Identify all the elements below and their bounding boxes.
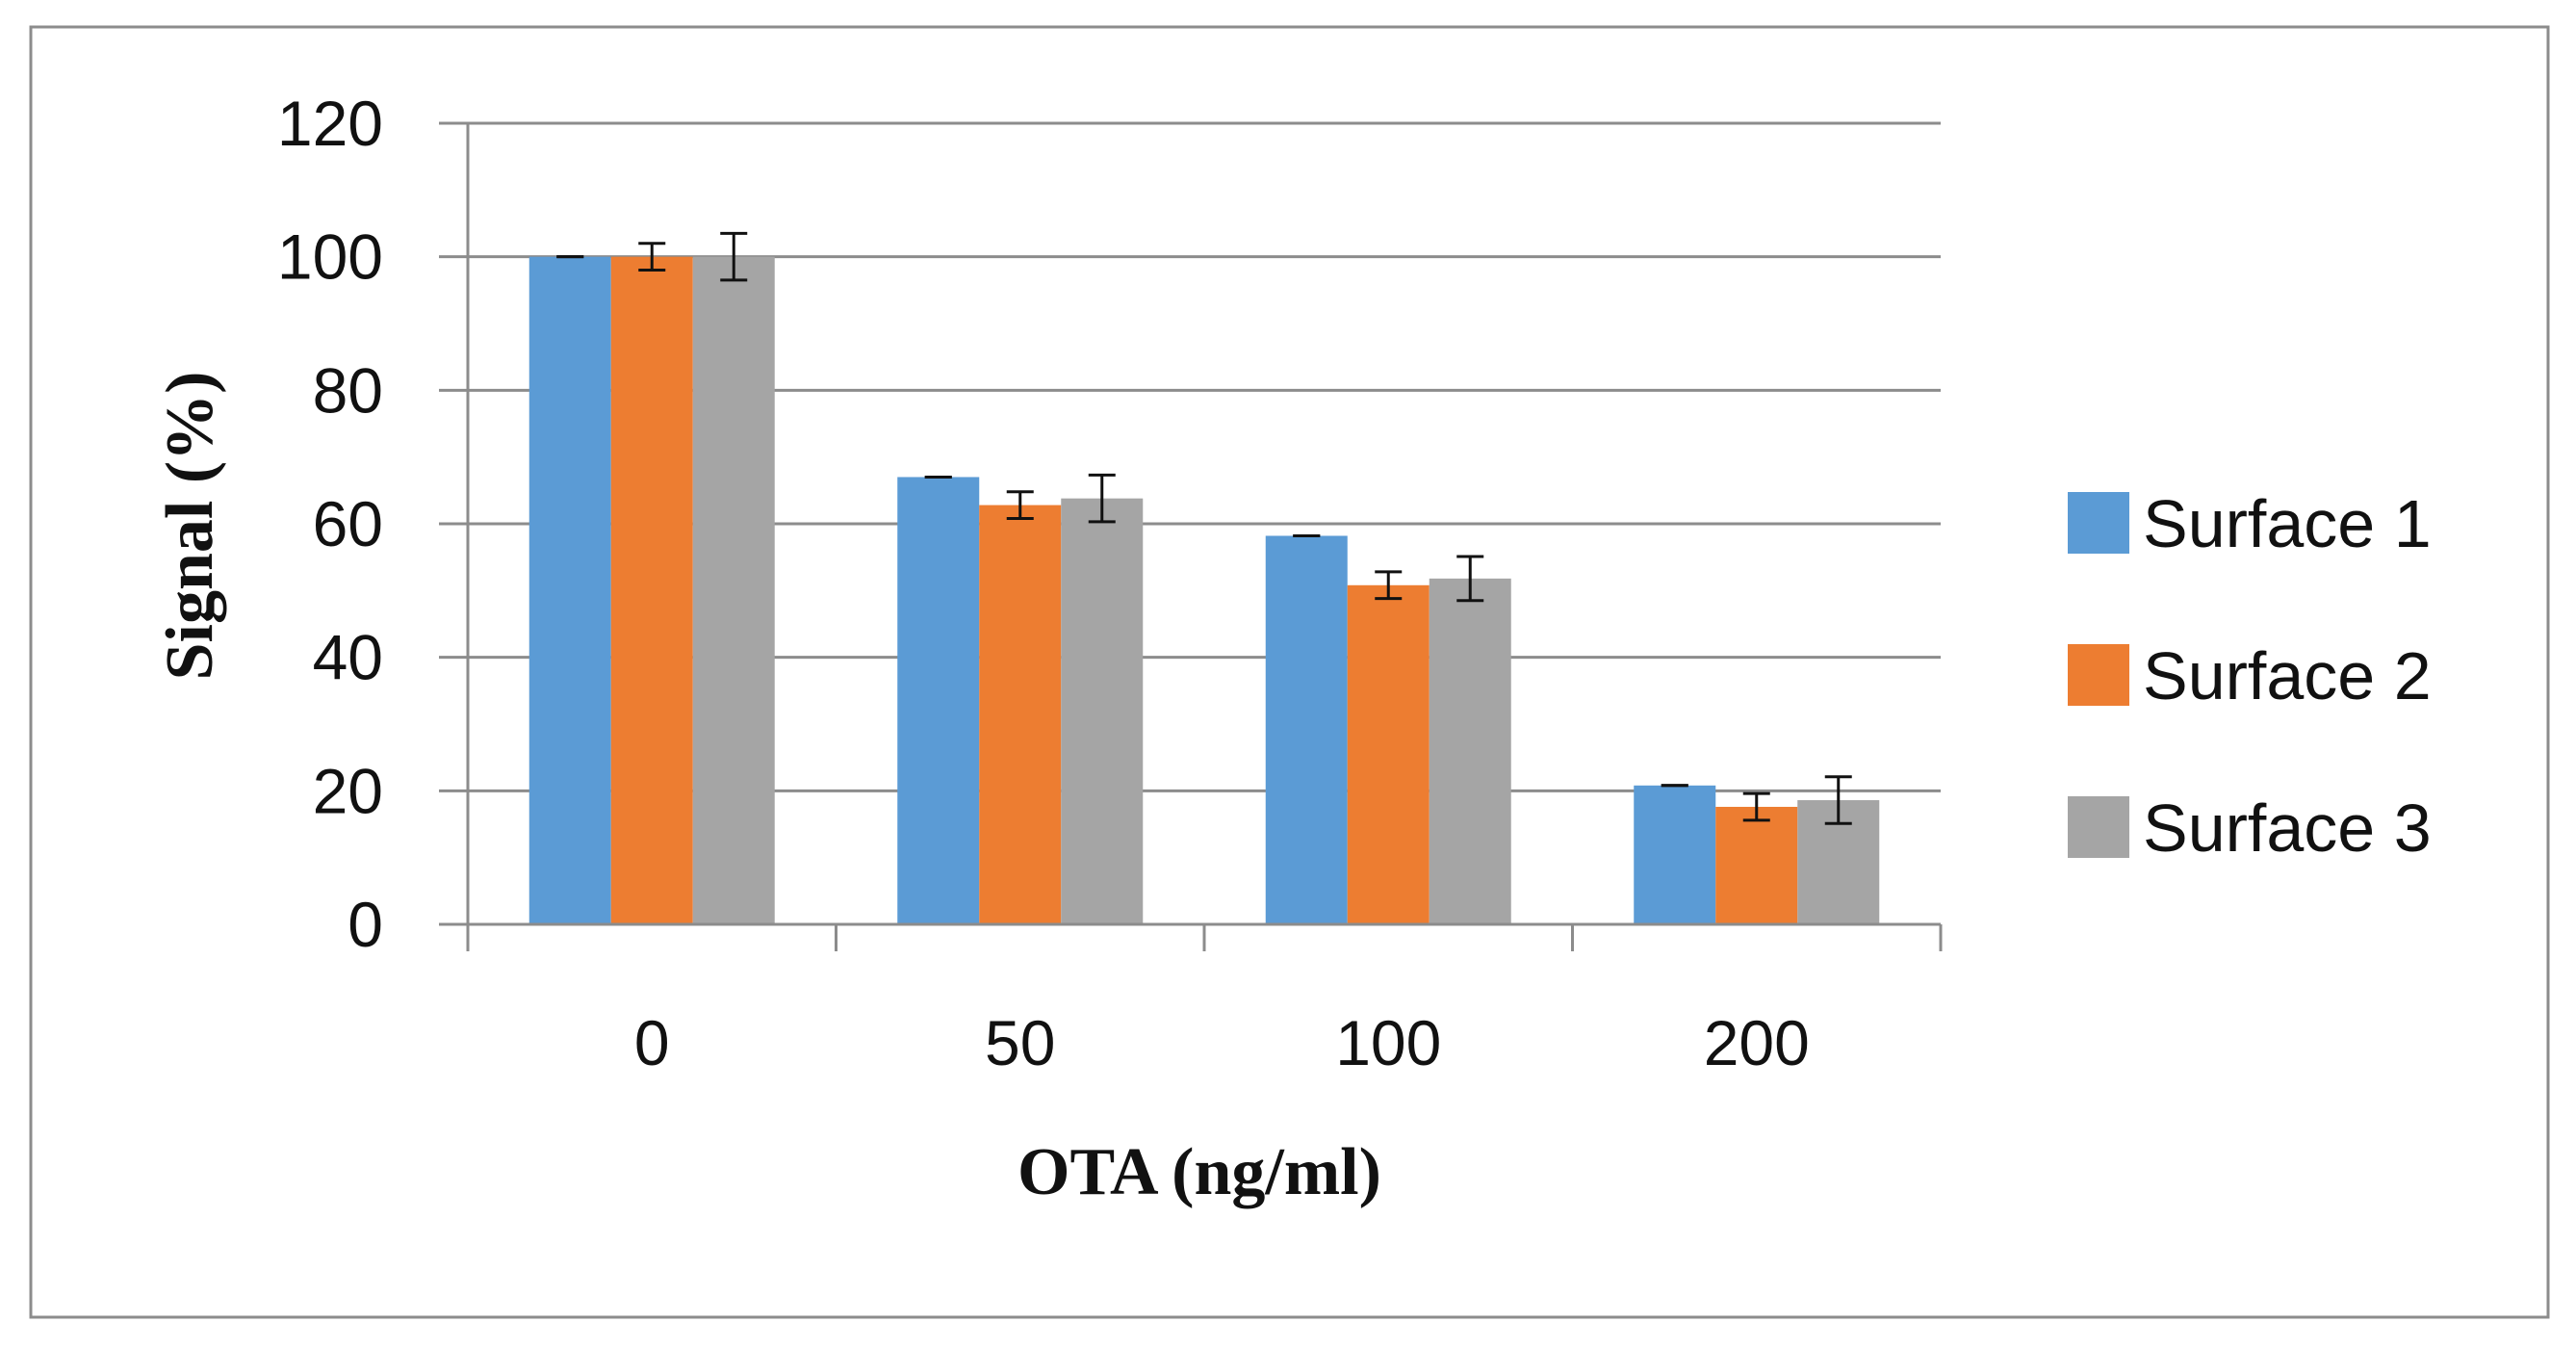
- error-bar: [1824, 775, 1852, 825]
- y-axis-title: Signal (%): [153, 372, 227, 681]
- x-tick-label: 100: [1335, 1007, 1441, 1078]
- y-tick-label: 20: [313, 755, 383, 826]
- y-tick-label: 80: [313, 354, 383, 426]
- legend-label: Surface 3: [2143, 791, 2432, 866]
- x-tick-label: 0: [634, 1007, 670, 1078]
- x-tick-label: 50: [985, 1007, 1055, 1078]
- bar-surface-3: [692, 256, 775, 925]
- bar-surface-2: [610, 256, 693, 925]
- bar-surface-1: [1634, 785, 1716, 924]
- y-tick-label: 100: [277, 221, 383, 293]
- x-axis-title: OTA (ng/ml): [1018, 1135, 1381, 1209]
- bar-surface-2: [1347, 584, 1430, 924]
- error-bar: [638, 242, 666, 272]
- y-tick-labels: 0 20 40 60 80 100 120: [277, 88, 383, 960]
- legend-swatch: [2068, 796, 2129, 858]
- bar-surface-3: [1429, 578, 1511, 924]
- error-bar: [1006, 490, 1034, 520]
- legend: Surface 1 Surface 2 Surface 3: [2068, 486, 2432, 866]
- error-bar: [720, 231, 748, 282]
- bar-surface-3: [1061, 498, 1144, 924]
- bar-surface-1: [528, 256, 611, 925]
- y-tick-label: 40: [313, 622, 383, 693]
- axes: [439, 123, 1943, 951]
- bar-surface-2: [1715, 806, 1798, 924]
- error-bar: [1375, 570, 1403, 601]
- y-tick-label: 60: [313, 488, 383, 559]
- bar-surface-1: [897, 477, 980, 924]
- legend-entry: Surface 1: [2068, 486, 2432, 561]
- x-tick-labels: 0 50 100 200: [634, 1007, 1810, 1078]
- error-bar: [1742, 791, 1770, 822]
- y-tick-label: 120: [277, 88, 383, 159]
- legend-swatch: [2068, 492, 2129, 554]
- error-bars: [556, 231, 1852, 825]
- legend-entry: Surface 3: [2068, 791, 2432, 866]
- legend-entry: Surface 2: [2068, 638, 2432, 713]
- legend-label: Surface 2: [2143, 638, 2432, 713]
- bars: [528, 256, 1880, 925]
- legend-label: Surface 1: [2143, 486, 2432, 561]
- y-tick-label: 0: [348, 889, 383, 960]
- legend-swatch: [2068, 644, 2129, 706]
- error-bar: [1088, 473, 1116, 524]
- error-bar: [1456, 555, 1484, 603]
- x-tick-label: 200: [1704, 1007, 1810, 1078]
- bar-surface-1: [1265, 535, 1348, 924]
- bar-surface-2: [979, 505, 1062, 924]
